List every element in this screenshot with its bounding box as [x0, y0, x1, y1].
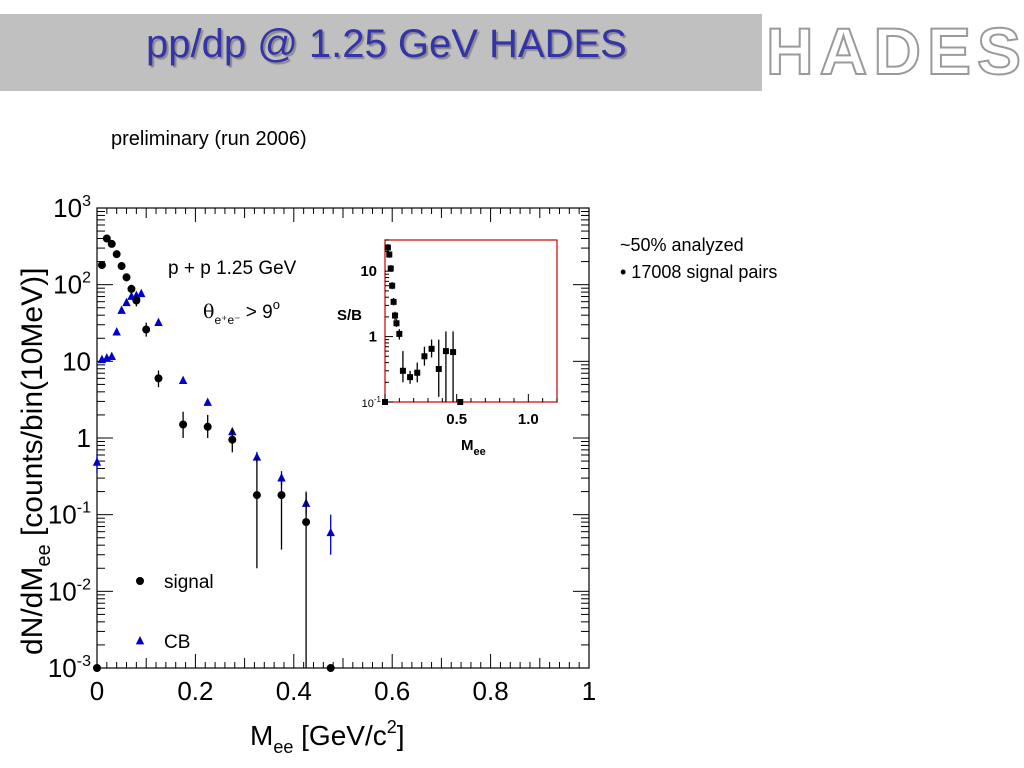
legend-signal-label: signal	[164, 572, 214, 593]
cb-point	[107, 351, 116, 361]
analysis-notes: ~50% analyzed • 17008 signal pairs	[620, 232, 777, 286]
reaction-label: p + p 1.25 GeV	[168, 258, 297, 279]
inset-y-tick-label: 1	[369, 329, 377, 346]
cb-point	[277, 473, 286, 482]
cb-point	[252, 452, 262, 461]
cb-point	[326, 527, 335, 537]
signal-point	[107, 239, 116, 248]
y-tick-label: 10	[62, 346, 91, 376]
signal-point	[127, 284, 136, 293]
signal-point	[117, 262, 126, 271]
inset-point	[435, 365, 442, 372]
angle-cut-label: θe⁺e⁻ > 9o	[203, 297, 280, 327]
legend-signal-marker	[136, 577, 144, 585]
inset-point	[389, 282, 396, 289]
signal-point	[112, 250, 121, 259]
x-tick-label: 0.6	[374, 676, 410, 706]
signal-point	[142, 325, 151, 334]
signal-point	[302, 518, 311, 527]
cb-point	[122, 297, 131, 307]
inset-point	[457, 399, 464, 405]
signal-point	[203, 422, 212, 431]
cb-point	[112, 327, 121, 336]
signal-point	[122, 273, 131, 282]
inset-y-tick-label: 10	[360, 263, 377, 280]
inset-point	[407, 374, 414, 381]
inset-point	[382, 399, 388, 405]
slide-title: pp/dp @ 1.25 GeV HADES	[146, 22, 627, 66]
x-tick-label: 0.4	[276, 676, 312, 706]
inset-point	[428, 345, 435, 352]
inset-point	[450, 349, 457, 356]
y-tick-label: 10-2	[48, 576, 91, 606]
x-tick-label: 1	[582, 676, 596, 706]
y-tick-label: 103	[53, 193, 91, 223]
y-tick-label: 10-3	[48, 653, 91, 683]
y-axis-title: dN/dMee [counts/bin(10MeV)]	[16, 268, 55, 655]
cb-point	[92, 457, 102, 466]
inset-x-tick-label: 0.5	[446, 411, 467, 428]
inset-point	[414, 369, 421, 376]
signal-point	[277, 491, 286, 500]
signal-point	[326, 664, 335, 672]
inset-point	[399, 367, 406, 374]
inset-x-tick-label: 1.0	[518, 411, 539, 428]
y-tick-label: 10-1	[48, 500, 91, 530]
inset-y-axis-title: S/B	[337, 307, 362, 324]
inset-point	[392, 312, 399, 319]
hades-logo	[762, 14, 1024, 91]
preliminary-note: preliminary (run 2006)	[111, 128, 307, 150]
inset-point	[390, 298, 397, 305]
x-tick-label: 0	[90, 676, 104, 706]
analysis-note-line: • 17008 signal pairs	[620, 262, 778, 282]
x-tick-label: 0.2	[177, 676, 213, 706]
inset-y-tick-label: 10-1	[362, 395, 382, 410]
signal-point	[97, 261, 106, 270]
cb-point	[117, 305, 126, 314]
x-axis-title: Mee [GeV/c2]	[250, 717, 405, 757]
signal-point	[179, 420, 188, 429]
inset-point	[387, 265, 394, 272]
signal-point	[154, 374, 163, 383]
inset-x-axis-title: Mee	[461, 437, 486, 458]
legend-cb-label: CB	[164, 632, 190, 653]
legend-cb-marker	[135, 635, 145, 645]
x-tick-label: 0.8	[473, 676, 509, 706]
analysis-note-line: ~50% analyzed	[620, 235, 744, 255]
cb-point	[178, 375, 188, 384]
signal-point	[228, 435, 237, 444]
inset-point	[393, 320, 400, 327]
cb-point	[203, 397, 212, 406]
signal-point	[252, 491, 261, 500]
y-tick-label: 102	[53, 270, 91, 300]
inset-point	[386, 251, 393, 258]
cb-point	[137, 288, 146, 298]
inset-point	[442, 348, 449, 355]
signal-point	[93, 664, 101, 672]
signal-point	[132, 296, 141, 305]
hades-logo-text: HADES	[765, 14, 1024, 88]
inset-point	[396, 330, 403, 337]
signal-point	[102, 234, 111, 243]
y-tick-label: 1	[77, 423, 91, 453]
inset-point	[421, 353, 428, 360]
cb-point	[154, 317, 163, 326]
inset-point	[384, 244, 391, 251]
